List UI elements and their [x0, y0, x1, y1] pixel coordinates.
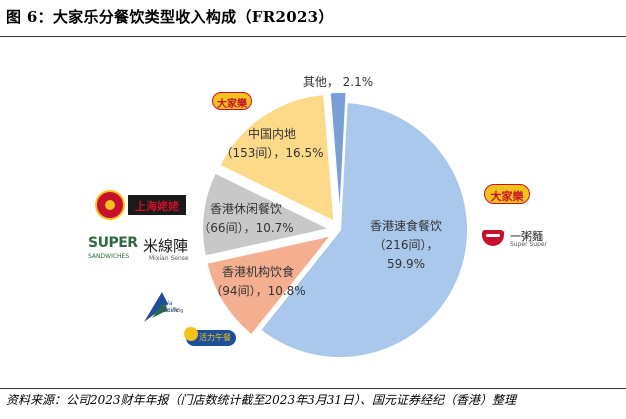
super-sandwiches-text-1: SUPER	[88, 235, 138, 251]
pie-slice-2	[205, 233, 335, 337]
slice-label-3: 香港休闲餐饮（66间），10.7%	[198, 201, 293, 235]
vital-sun-icon	[184, 327, 198, 341]
super-super-bowl-icon	[482, 230, 504, 246]
shanghai-lao-lao-logo: 上海姥姥	[128, 195, 186, 215]
super-super-logo: 一粥麵 Super Super	[480, 226, 580, 252]
mascot-face-icon	[105, 200, 115, 210]
super-sandwiches-logo: SUPER SANDWICHES	[88, 235, 140, 265]
mixian-sense-logo: 米線陣 Mixian Sense	[143, 235, 199, 265]
asia-pacific-text: Asia Pacific	[160, 300, 180, 314]
pie-chart: 香港速食餐饮（216间）， 59.9% 香港机构饮食（94间），10.8% 香港休闲餐…	[198, 75, 469, 359]
pie-slices	[201, 91, 469, 359]
slice-label-1: 香港速食餐饮（216间）， 59.9%	[370, 218, 442, 271]
slice-label-2: 香港机构饮食（94间），10.8%	[210, 264, 305, 298]
figure-title: 图 6：大家乐分餐饮类型收入构成（FR2023）	[6, 8, 334, 26]
source-rule	[0, 388, 626, 389]
vital-text: 活力午餐	[199, 333, 231, 342]
asia-pacific-sub-text: Catering	[162, 308, 184, 314]
cafe-de-coral-logo-right: 大家樂	[484, 184, 530, 204]
cafe-de-coral-logo-text: 大家樂	[217, 99, 247, 110]
figure-source: 资料来源：公司2023财年年报（门店数统计截至2023年3月31日）、国元证券经…	[6, 393, 516, 407]
mixian-sense-text: 米線陣	[143, 237, 189, 255]
pie-labels: 香港速食餐饮（216间）， 59.9% 香港机构饮食（94间），10.8% 香港休闲餐…	[198, 75, 442, 298]
pie-slice-5	[328, 91, 348, 221]
asia-pacific-catering-logo: Asia Pacific Catering	[138, 288, 188, 324]
super-super-bowl-rim	[486, 234, 500, 237]
lao-lao-mascot-logo	[95, 190, 125, 220]
pie-slice-1	[258, 101, 469, 359]
pie-slice-4	[218, 93, 336, 224]
mixian-sense-sub-text: Mixian Sense	[149, 255, 189, 262]
super-sandwiches-text-2: SANDWICHES	[88, 253, 130, 260]
cafe-de-coral-logo-text: 大家樂	[490, 190, 524, 203]
slice-label-5: 其他， 2.1%	[303, 75, 373, 89]
vital-lunch-logo: 活力午餐	[184, 327, 236, 346]
cafe-de-coral-logo-top: 大家樂	[212, 92, 252, 110]
super-super-en-text: Super Super	[510, 241, 548, 248]
super-super-cn-text: 一粥麵	[510, 230, 543, 243]
shanghai-lao-lao-text: 上海姥姥	[135, 200, 179, 213]
title-rule	[0, 36, 626, 37]
asia-pacific-leaf-icon	[144, 292, 168, 322]
slice-label-4: 中国内地（153间），16.5%	[220, 126, 323, 160]
pie-slice-3	[201, 171, 334, 258]
